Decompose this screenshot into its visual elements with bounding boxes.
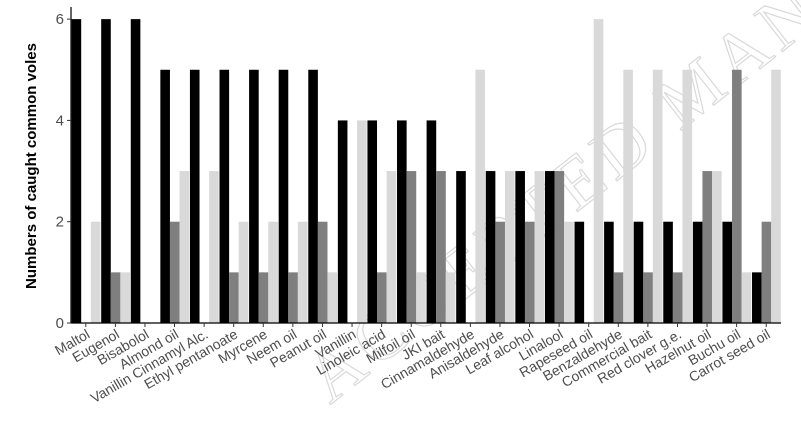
bar — [397, 120, 407, 323]
bar — [722, 221, 733, 323]
bar — [110, 272, 121, 323]
bar — [771, 69, 781, 324]
bar — [544, 171, 555, 323]
bar — [101, 19, 111, 323]
bar — [120, 272, 130, 323]
y-tick-label: 4 — [56, 112, 64, 129]
bar — [741, 272, 752, 323]
bar — [752, 272, 762, 323]
y-axis-title: Numbers of caught common voles — [23, 43, 40, 289]
bar — [278, 69, 289, 324]
bar — [169, 221, 180, 323]
bar — [71, 19, 82, 323]
y-tick-label: 0 — [56, 315, 64, 332]
bar — [416, 272, 426, 323]
bar — [613, 272, 624, 323]
bar — [761, 221, 772, 323]
bar — [504, 171, 515, 323]
bar — [297, 221, 308, 323]
bar — [90, 221, 101, 323]
bar — [495, 221, 505, 323]
y-tick-label: 6 — [56, 11, 64, 28]
bar — [268, 221, 278, 323]
bar — [485, 171, 496, 323]
bar — [367, 120, 378, 323]
bar — [652, 69, 663, 324]
y-tick-label: 2 — [56, 214, 64, 231]
bar — [712, 171, 722, 323]
bar — [238, 221, 249, 323]
bar — [623, 69, 633, 324]
bar — [327, 272, 338, 323]
bar — [456, 171, 466, 323]
bar — [130, 19, 141, 323]
bar — [436, 171, 446, 323]
bar — [189, 69, 200, 324]
bar — [515, 171, 525, 323]
bar — [604, 221, 614, 323]
bar — [337, 120, 348, 323]
bar — [475, 69, 485, 324]
bar — [357, 120, 367, 323]
bar — [317, 221, 328, 323]
bar — [524, 221, 535, 323]
bar — [386, 171, 397, 323]
bar — [593, 19, 604, 323]
bar — [682, 69, 693, 324]
bar — [702, 171, 713, 323]
bar — [219, 69, 230, 324]
bar — [308, 69, 318, 324]
bars-layer — [71, 19, 781, 324]
bar — [406, 171, 417, 323]
bar — [564, 221, 574, 323]
bar — [534, 171, 545, 323]
bar — [288, 272, 298, 323]
bar — [574, 221, 585, 323]
bar — [633, 221, 644, 323]
bar — [179, 171, 190, 323]
bar — [554, 171, 565, 323]
bar — [445, 272, 456, 323]
bar — [377, 272, 387, 323]
bar — [249, 69, 259, 324]
bar — [643, 272, 653, 323]
bar — [732, 69, 742, 324]
bar — [692, 221, 703, 323]
bar — [160, 69, 170, 324]
bar — [663, 221, 673, 323]
bar — [426, 120, 437, 323]
bar — [209, 171, 219, 323]
bar — [672, 272, 683, 323]
bar — [229, 272, 239, 323]
bar — [258, 272, 269, 323]
